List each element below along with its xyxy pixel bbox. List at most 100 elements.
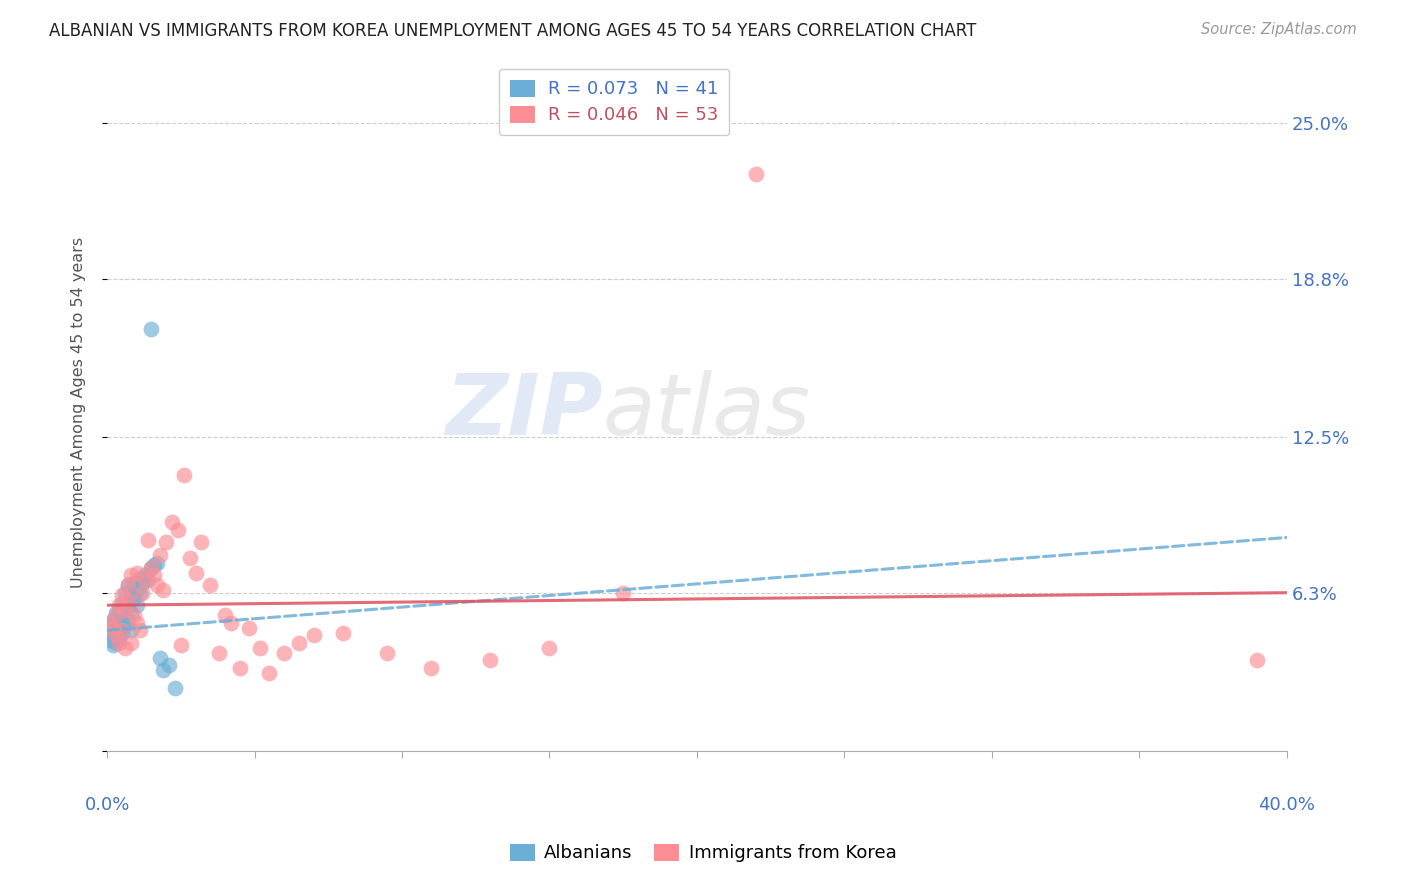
Point [122, 575, 145, 590]
Point [125, 566, 148, 580]
Point [122, 608, 145, 623]
Point [149, 548, 172, 562]
Point [166, 523, 188, 537]
Point [157, 658, 180, 673]
Point [111, 624, 134, 638]
Point [302, 628, 325, 642]
Point [1246, 653, 1268, 667]
Text: Source: ZipAtlas.com: Source: ZipAtlas.com [1201, 22, 1357, 37]
Point [214, 608, 236, 623]
Point [120, 568, 142, 582]
Point [120, 606, 142, 620]
Point [238, 621, 260, 635]
Point [101, 639, 124, 653]
Point [128, 571, 150, 585]
Text: ALBANIAN VS IMMIGRANTS FROM KOREA UNEMPLOYMENT AMONG AGES 45 TO 54 YEARS CORRELA: ALBANIAN VS IMMIGRANTS FROM KOREA UNEMPL… [49, 22, 977, 40]
Point [479, 653, 502, 667]
Point [155, 535, 177, 549]
Point [120, 588, 142, 602]
Point [287, 636, 309, 650]
Point [138, 533, 160, 547]
Point [745, 167, 768, 181]
Point [125, 583, 148, 598]
Point [117, 578, 139, 592]
Point [120, 636, 142, 650]
Point [200, 578, 222, 592]
Point [108, 631, 131, 645]
Point [104, 636, 127, 650]
Point [101, 621, 124, 635]
Point [111, 625, 134, 640]
Y-axis label: Unemployment Among Ages 45 to 54 years: Unemployment Among Ages 45 to 54 years [72, 236, 86, 588]
Text: ZIP: ZIP [444, 370, 603, 453]
Point [125, 615, 148, 630]
Point [111, 611, 134, 625]
Point [273, 646, 295, 660]
Point [111, 588, 134, 602]
Point [219, 615, 242, 630]
Point [122, 591, 145, 605]
Point [125, 599, 148, 613]
Legend: Albanians, Immigrants from Korea: Albanians, Immigrants from Korea [502, 837, 904, 870]
Point [134, 573, 156, 587]
Point [208, 646, 231, 660]
Text: 0.0%: 0.0% [84, 796, 129, 814]
Point [111, 596, 134, 610]
Point [101, 613, 124, 627]
Point [98, 615, 121, 630]
Point [104, 628, 127, 642]
Text: atlas: atlas [603, 370, 810, 453]
Point [108, 636, 131, 650]
Point [612, 585, 634, 599]
Point [141, 322, 163, 336]
Point [143, 558, 166, 572]
Legend: R = 0.073   N = 41, R = 0.046   N = 53: R = 0.073 N = 41, R = 0.046 N = 53 [499, 69, 730, 136]
Point [229, 661, 252, 675]
Point [538, 640, 561, 655]
Text: 40.0%: 40.0% [1258, 796, 1315, 814]
Point [141, 560, 163, 574]
Point [120, 624, 142, 638]
Point [117, 599, 139, 613]
Point [104, 615, 127, 630]
Point [98, 618, 121, 632]
Point [179, 550, 201, 565]
Point [173, 467, 195, 482]
Point [104, 608, 127, 623]
Point [152, 583, 174, 598]
Point [420, 661, 443, 675]
Point [160, 516, 183, 530]
Point [146, 578, 169, 592]
Point [128, 585, 150, 599]
Point [190, 535, 212, 549]
Point [152, 664, 174, 678]
Point [108, 603, 131, 617]
Point [108, 599, 131, 613]
Point [128, 624, 150, 638]
Point [114, 600, 136, 615]
Point [117, 613, 139, 627]
Point [104, 606, 127, 620]
Point [131, 575, 153, 590]
Point [259, 665, 281, 680]
Point [114, 585, 136, 599]
Point [143, 568, 166, 582]
Point [332, 625, 354, 640]
Point [101, 628, 124, 642]
Point [134, 568, 156, 582]
Point [98, 633, 121, 648]
Point [163, 681, 186, 695]
Point [375, 646, 398, 660]
Point [108, 618, 131, 632]
Point [184, 566, 207, 580]
Point [249, 640, 271, 655]
Point [117, 593, 139, 607]
Point [141, 560, 163, 574]
Point [114, 603, 136, 617]
Point [114, 640, 136, 655]
Point [149, 651, 172, 665]
Point [131, 585, 153, 599]
Point [104, 624, 127, 638]
Point [170, 639, 193, 653]
Point [114, 618, 136, 632]
